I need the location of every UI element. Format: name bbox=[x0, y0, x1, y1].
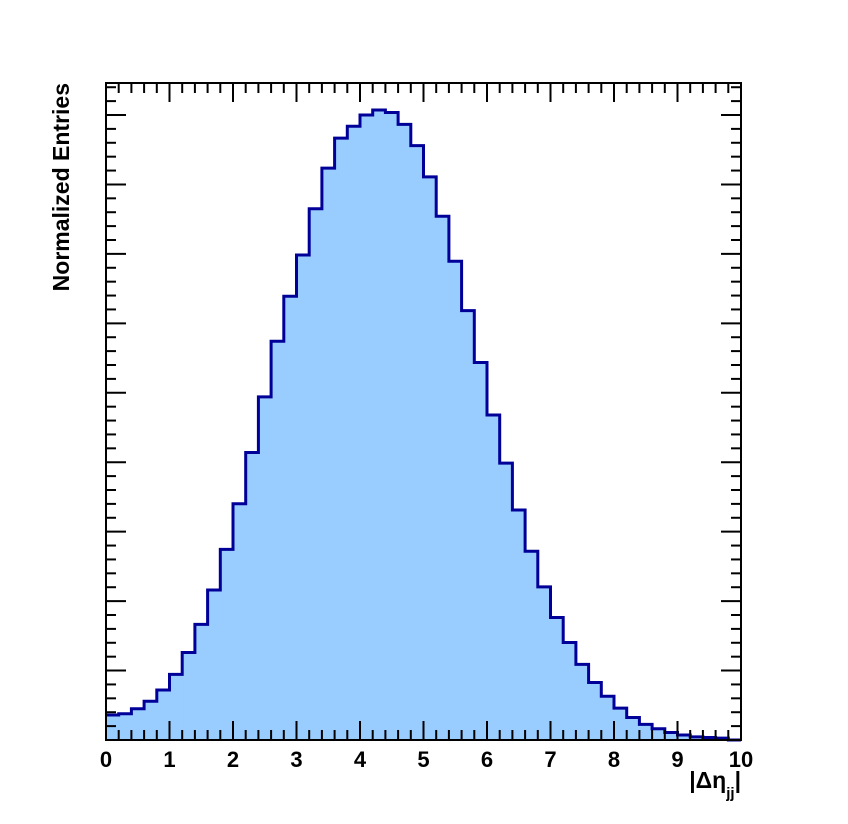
histogram-bar bbox=[423, 176, 437, 740]
histogram-bar bbox=[220, 549, 234, 740]
histogram-bar bbox=[550, 617, 564, 740]
x-axis-title-close: | bbox=[735, 767, 741, 793]
histogram-bar bbox=[601, 696, 615, 740]
histogram-bar bbox=[347, 126, 361, 740]
histogram-bar bbox=[169, 674, 183, 740]
histogram-bar bbox=[118, 713, 132, 740]
histogram-bar bbox=[690, 736, 704, 740]
histogram-bar bbox=[448, 261, 463, 740]
histogram-outline bbox=[106, 108, 741, 742]
histogram-bar bbox=[398, 124, 412, 740]
histogram-bar bbox=[258, 396, 272, 740]
histogram-fill-layer bbox=[106, 110, 729, 740]
histogram-bar bbox=[309, 208, 323, 740]
histogram-bar bbox=[499, 463, 513, 740]
x-axis-title: |Δηjj| bbox=[689, 767, 741, 802]
histogram-bar bbox=[296, 255, 310, 740]
y-axis-title: Normalized Entries bbox=[48, 83, 74, 291]
histogram-bar bbox=[271, 341, 285, 740]
x-axis-title-subscript: jj bbox=[725, 785, 734, 802]
histogram-bar bbox=[575, 664, 590, 740]
x-tick-label: 6 bbox=[481, 747, 493, 772]
x-tick-label: 5 bbox=[417, 747, 429, 772]
plot-frame bbox=[105, 82, 742, 741]
histogram-bar bbox=[182, 652, 196, 740]
x-tick-label: 8 bbox=[608, 747, 620, 772]
histogram-bar bbox=[563, 642, 577, 740]
histogram-bar bbox=[664, 732, 678, 740]
x-axis-title-main: |Δη bbox=[689, 767, 726, 793]
histogram-bar bbox=[474, 362, 488, 740]
histogram-bar bbox=[233, 503, 247, 740]
histogram-bar bbox=[588, 682, 602, 740]
x-tick-label: 4 bbox=[354, 747, 367, 772]
histogram-bar bbox=[461, 310, 475, 740]
histogram-bar bbox=[144, 701, 158, 740]
x-tick-label: 7 bbox=[544, 747, 556, 772]
histogram-bar bbox=[410, 145, 424, 740]
histogram-bar bbox=[512, 510, 526, 740]
x-tick-label: 9 bbox=[671, 747, 683, 772]
x-tick-label: 3 bbox=[290, 747, 302, 772]
x-tick-label: 0 bbox=[100, 747, 112, 772]
histogram-bar bbox=[537, 586, 551, 740]
histogram-bar bbox=[525, 551, 539, 740]
histogram-bar bbox=[194, 624, 209, 740]
histogram-bar bbox=[639, 724, 653, 740]
axis-ticks bbox=[105, 83, 742, 741]
histogram-bar bbox=[283, 296, 297, 740]
histogram-bar bbox=[614, 708, 628, 740]
histogram-bar bbox=[436, 216, 450, 740]
histogram-bar bbox=[321, 168, 336, 740]
histogram-outline-layer bbox=[106, 108, 741, 742]
x-tick-label: 1 bbox=[163, 747, 175, 772]
histogram-bar bbox=[677, 735, 691, 740]
histogram-bar bbox=[360, 115, 374, 740]
histogram-bar bbox=[131, 708, 145, 740]
x-tick-label: 2 bbox=[227, 747, 239, 772]
x-tick-label: 10 bbox=[729, 747, 753, 772]
histogram-bar bbox=[372, 110, 386, 740]
histogram-bar bbox=[626, 717, 640, 740]
histogram-bar bbox=[245, 452, 259, 740]
histogram-bar bbox=[487, 415, 501, 740]
histogram-bar bbox=[334, 138, 348, 740]
histogram-bar bbox=[385, 112, 399, 740]
x-tick-labels: 0 1 2 3 4 5 6 7 8 9 10 bbox=[100, 747, 753, 772]
histogram-bar bbox=[106, 715, 120, 740]
histogram-bar bbox=[156, 690, 170, 740]
histogram-bar bbox=[652, 728, 666, 740]
histogram-bar bbox=[207, 590, 221, 740]
